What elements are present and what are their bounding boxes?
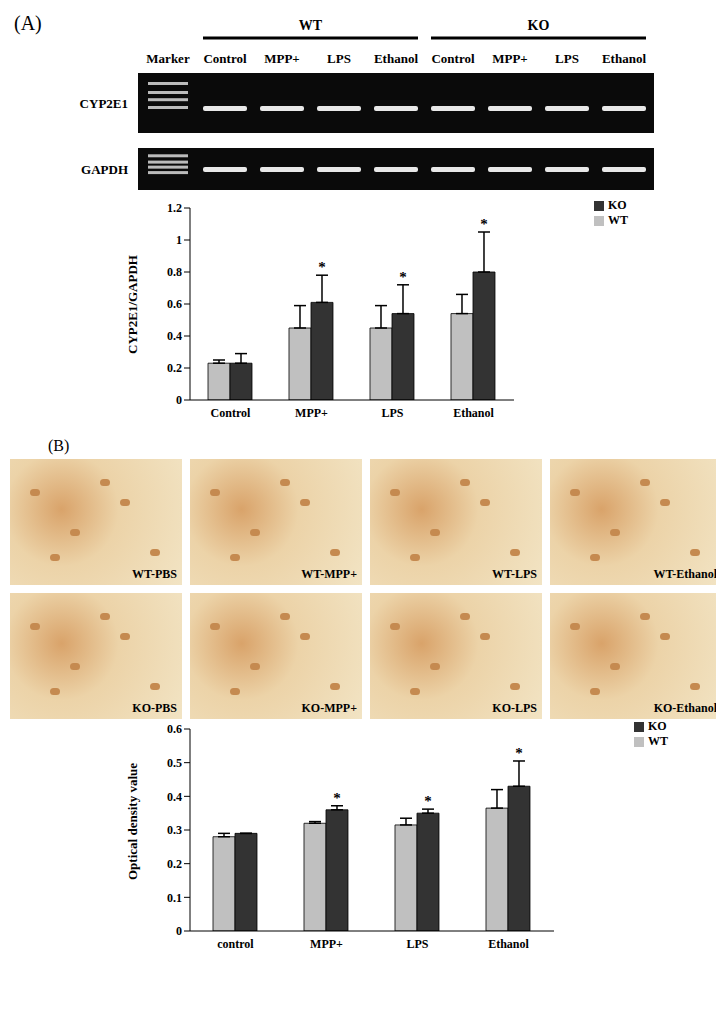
- html-text:KO: KO: [608, 198, 627, 212]
- svg-text:CYP2E1: CYP2E1: [80, 96, 128, 111]
- svg-text:MPP+: MPP+: [310, 937, 343, 951]
- svg-text:0.4: 0.4: [167, 790, 182, 804]
- svg-text:0: 0: [176, 924, 182, 938]
- svg-text:KO: KO: [528, 18, 550, 33]
- html-text:KO: KO: [648, 719, 667, 733]
- svg-text:Control: Control: [211, 406, 251, 420]
- svg-text:LPS: LPS: [555, 51, 579, 66]
- svg-text:WT: WT: [299, 18, 323, 33]
- svg-text:0.6: 0.6: [167, 297, 182, 311]
- svg-text:0.2: 0.2: [167, 361, 182, 375]
- svg-text:LPS: LPS: [327, 51, 351, 66]
- svg-text:LPS: LPS: [406, 937, 428, 951]
- html-text:KO-Ethanol: KO-Ethanol: [653, 701, 717, 715]
- svg-text:Control: Control: [431, 51, 474, 66]
- svg-text:0.3: 0.3: [167, 823, 182, 837]
- svg-text:1: 1: [176, 233, 182, 247]
- svg-text:*: *: [318, 259, 326, 275]
- svg-text:0.1: 0.1: [167, 891, 182, 905]
- svg-text:GAPDH: GAPDH: [81, 162, 128, 177]
- html-text:WT-LPS: WT-LPS: [492, 567, 537, 581]
- svg-text:(A): (A): [14, 12, 42, 35]
- svg-text:0.2: 0.2: [167, 857, 182, 871]
- svg-text:0.6: 0.6: [167, 722, 182, 736]
- svg-text:MPP+: MPP+: [492, 51, 528, 66]
- html-text:WT-PBS: WT-PBS: [132, 567, 177, 581]
- svg-text:Ethanol: Ethanol: [602, 51, 646, 66]
- html-text:WT-MPP+: WT-MPP+: [301, 567, 357, 581]
- svg-text:LPS: LPS: [381, 406, 403, 420]
- svg-text:Ethanol: Ethanol: [488, 937, 529, 951]
- html-text:KO-PBS: KO-PBS: [132, 701, 177, 715]
- svg-text:MPP+: MPP+: [264, 51, 300, 66]
- svg-text:Ethanol: Ethanol: [453, 406, 494, 420]
- svg-text:0.5: 0.5: [167, 756, 182, 770]
- svg-text:*: *: [515, 745, 523, 761]
- svg-text:1.2: 1.2: [167, 201, 182, 215]
- svg-text:0: 0: [176, 393, 182, 407]
- svg-text:0.8: 0.8: [167, 265, 182, 279]
- svg-text:*: *: [480, 216, 488, 232]
- svg-text:*: *: [399, 269, 407, 285]
- svg-text:Ethanol: Ethanol: [374, 51, 418, 66]
- svg-text:Control: Control: [203, 51, 246, 66]
- html-text:WT: WT: [608, 213, 628, 227]
- svg-text:*: *: [424, 793, 432, 809]
- svg-text:*: *: [333, 790, 341, 806]
- svg-text:0.4: 0.4: [167, 329, 182, 343]
- svg-text:CYP2E1/GAPDH: CYP2E1/GAPDH: [125, 255, 140, 354]
- svg-text:Optical density value: Optical density value: [125, 763, 140, 880]
- html-text:KO-MPP+: KO-MPP+: [301, 701, 357, 715]
- html-text:(B): (B): [48, 437, 70, 454]
- svg-text:control: control: [217, 937, 254, 951]
- svg-text:Marker: Marker: [146, 51, 190, 66]
- html-text:KO-LPS: KO-LPS: [492, 701, 537, 715]
- html-text:WT: WT: [648, 734, 668, 748]
- html-text:WT-Ethanol: WT-Ethanol: [653, 567, 717, 581]
- svg-text:MPP+: MPP+: [295, 406, 328, 420]
